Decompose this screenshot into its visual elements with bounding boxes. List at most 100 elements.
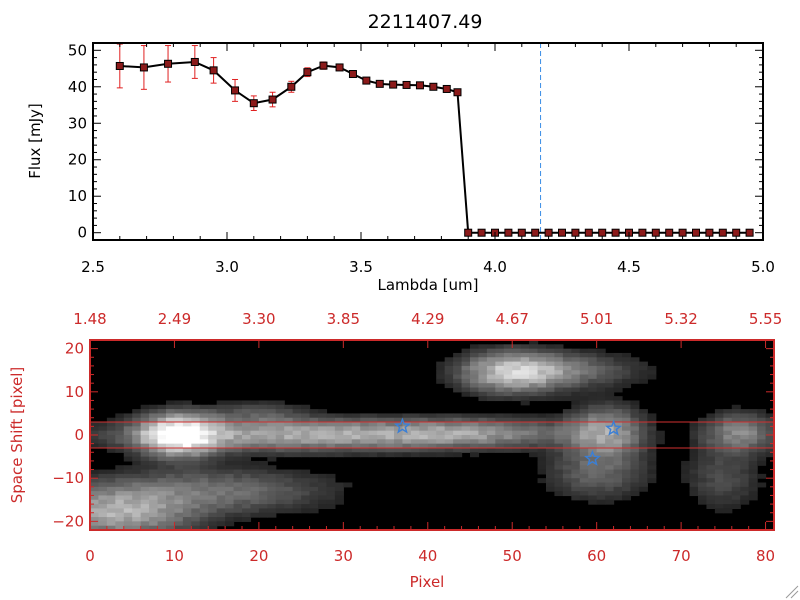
image-pixel (427, 435, 437, 440)
image-pixel (571, 469, 581, 475)
image-pixel (453, 447, 463, 453)
image-pixel (698, 452, 708, 458)
image-pixel (318, 417, 328, 423)
image-pixel (233, 495, 243, 501)
image-pixel (647, 435, 657, 440)
image-pixel (461, 365, 471, 371)
image-pixel (157, 478, 167, 484)
image-pixel (529, 413, 539, 419)
image-pixel (647, 469, 657, 475)
image-pixel (174, 491, 184, 497)
image-pixel (470, 426, 480, 432)
resize-grip[interactable] (785, 585, 799, 599)
image-pixel (731, 473, 741, 479)
image-pixel (605, 447, 615, 453)
image-x-ticks: 0 10 20 30 40 50 60 70 80 (85, 522, 775, 565)
image-pixel (233, 465, 243, 471)
image-pixel (216, 413, 226, 419)
flux-data-point (678, 228, 687, 237)
image-pixel (250, 400, 260, 406)
image-pixel (267, 404, 277, 410)
image-pixel (681, 473, 691, 479)
image-pixel (740, 460, 750, 466)
image-pixel (334, 482, 344, 488)
image-pixel (638, 430, 648, 436)
image-pixel (182, 456, 192, 462)
image-pixel (622, 469, 632, 475)
image-pixel (182, 469, 192, 475)
image-pixel (149, 504, 159, 510)
top-tick-label: 3.85 (327, 310, 360, 328)
image-pixel (149, 430, 159, 436)
image-pixel (132, 499, 142, 505)
image-pixel (402, 439, 412, 445)
image-pixel (292, 430, 302, 436)
image-pixel (157, 447, 167, 453)
image-pixel (486, 413, 496, 419)
image-pixel (520, 413, 530, 419)
image-pixel (562, 478, 572, 484)
image-pixel (757, 409, 767, 415)
image-pixel (546, 465, 556, 471)
image-pixel (225, 465, 235, 471)
image-pixel (427, 452, 437, 458)
image-pixel (562, 465, 572, 471)
image-pixel (242, 404, 252, 410)
image-pixel (309, 417, 319, 423)
image-pixel (512, 391, 522, 397)
image-pixel (351, 413, 361, 419)
image-pixel (225, 508, 235, 514)
image-pixel (225, 430, 235, 436)
image-pixel (748, 460, 758, 466)
image-pixel (334, 499, 344, 505)
flux-data-point (231, 86, 240, 95)
image-pixel (605, 409, 615, 415)
image-pixel (166, 495, 176, 501)
image-pixel (579, 374, 589, 380)
image-pixel (537, 344, 547, 350)
image-pixel (461, 370, 471, 376)
image-pixel (495, 396, 505, 402)
image-pixel (199, 456, 209, 462)
image-pixel (123, 508, 133, 514)
image-pixel (132, 452, 142, 458)
image-pixel (689, 456, 699, 462)
image-pixel (90, 486, 100, 492)
image-pixel (216, 469, 226, 475)
image-pixel (529, 387, 539, 393)
image-pixel (562, 482, 572, 488)
image-pixel (334, 495, 344, 501)
image-pixel (562, 486, 572, 492)
image-pixel (106, 504, 116, 510)
image-pixel (571, 443, 581, 449)
image-pixel (258, 512, 268, 518)
image-pixel (554, 365, 564, 371)
image-pixel (740, 469, 750, 475)
image-pixel (98, 504, 108, 510)
image-pixel (579, 396, 589, 402)
image-pixel (512, 413, 522, 419)
image-pixel (579, 482, 589, 488)
image-pixel (596, 409, 606, 415)
image-pixel (284, 443, 294, 449)
image-pixel (571, 361, 581, 367)
image-pixel (596, 361, 606, 367)
top-tick-label: 1.48 (73, 310, 106, 328)
image-pixel (613, 422, 623, 427)
y-tick-label: 20 (68, 151, 87, 169)
image-pixel (562, 452, 572, 458)
image-pixel (208, 525, 218, 531)
image-pixel (199, 452, 209, 458)
image-pixel (410, 417, 420, 423)
image-pixel (520, 361, 530, 367)
image-pixel (258, 404, 268, 410)
image-pixel (453, 435, 463, 440)
image-pixel (140, 473, 150, 479)
flux-data-point (732, 228, 741, 237)
image-pixel (731, 430, 741, 436)
image-pixel (191, 404, 201, 410)
image-pixel (275, 469, 285, 475)
spectrum-panel: 2211407.49 2.5 3.0 3.5 4.0 4.5 5.0 0102030405… (26, 11, 775, 294)
image-pixel (638, 447, 648, 453)
image-pixel (242, 486, 252, 492)
